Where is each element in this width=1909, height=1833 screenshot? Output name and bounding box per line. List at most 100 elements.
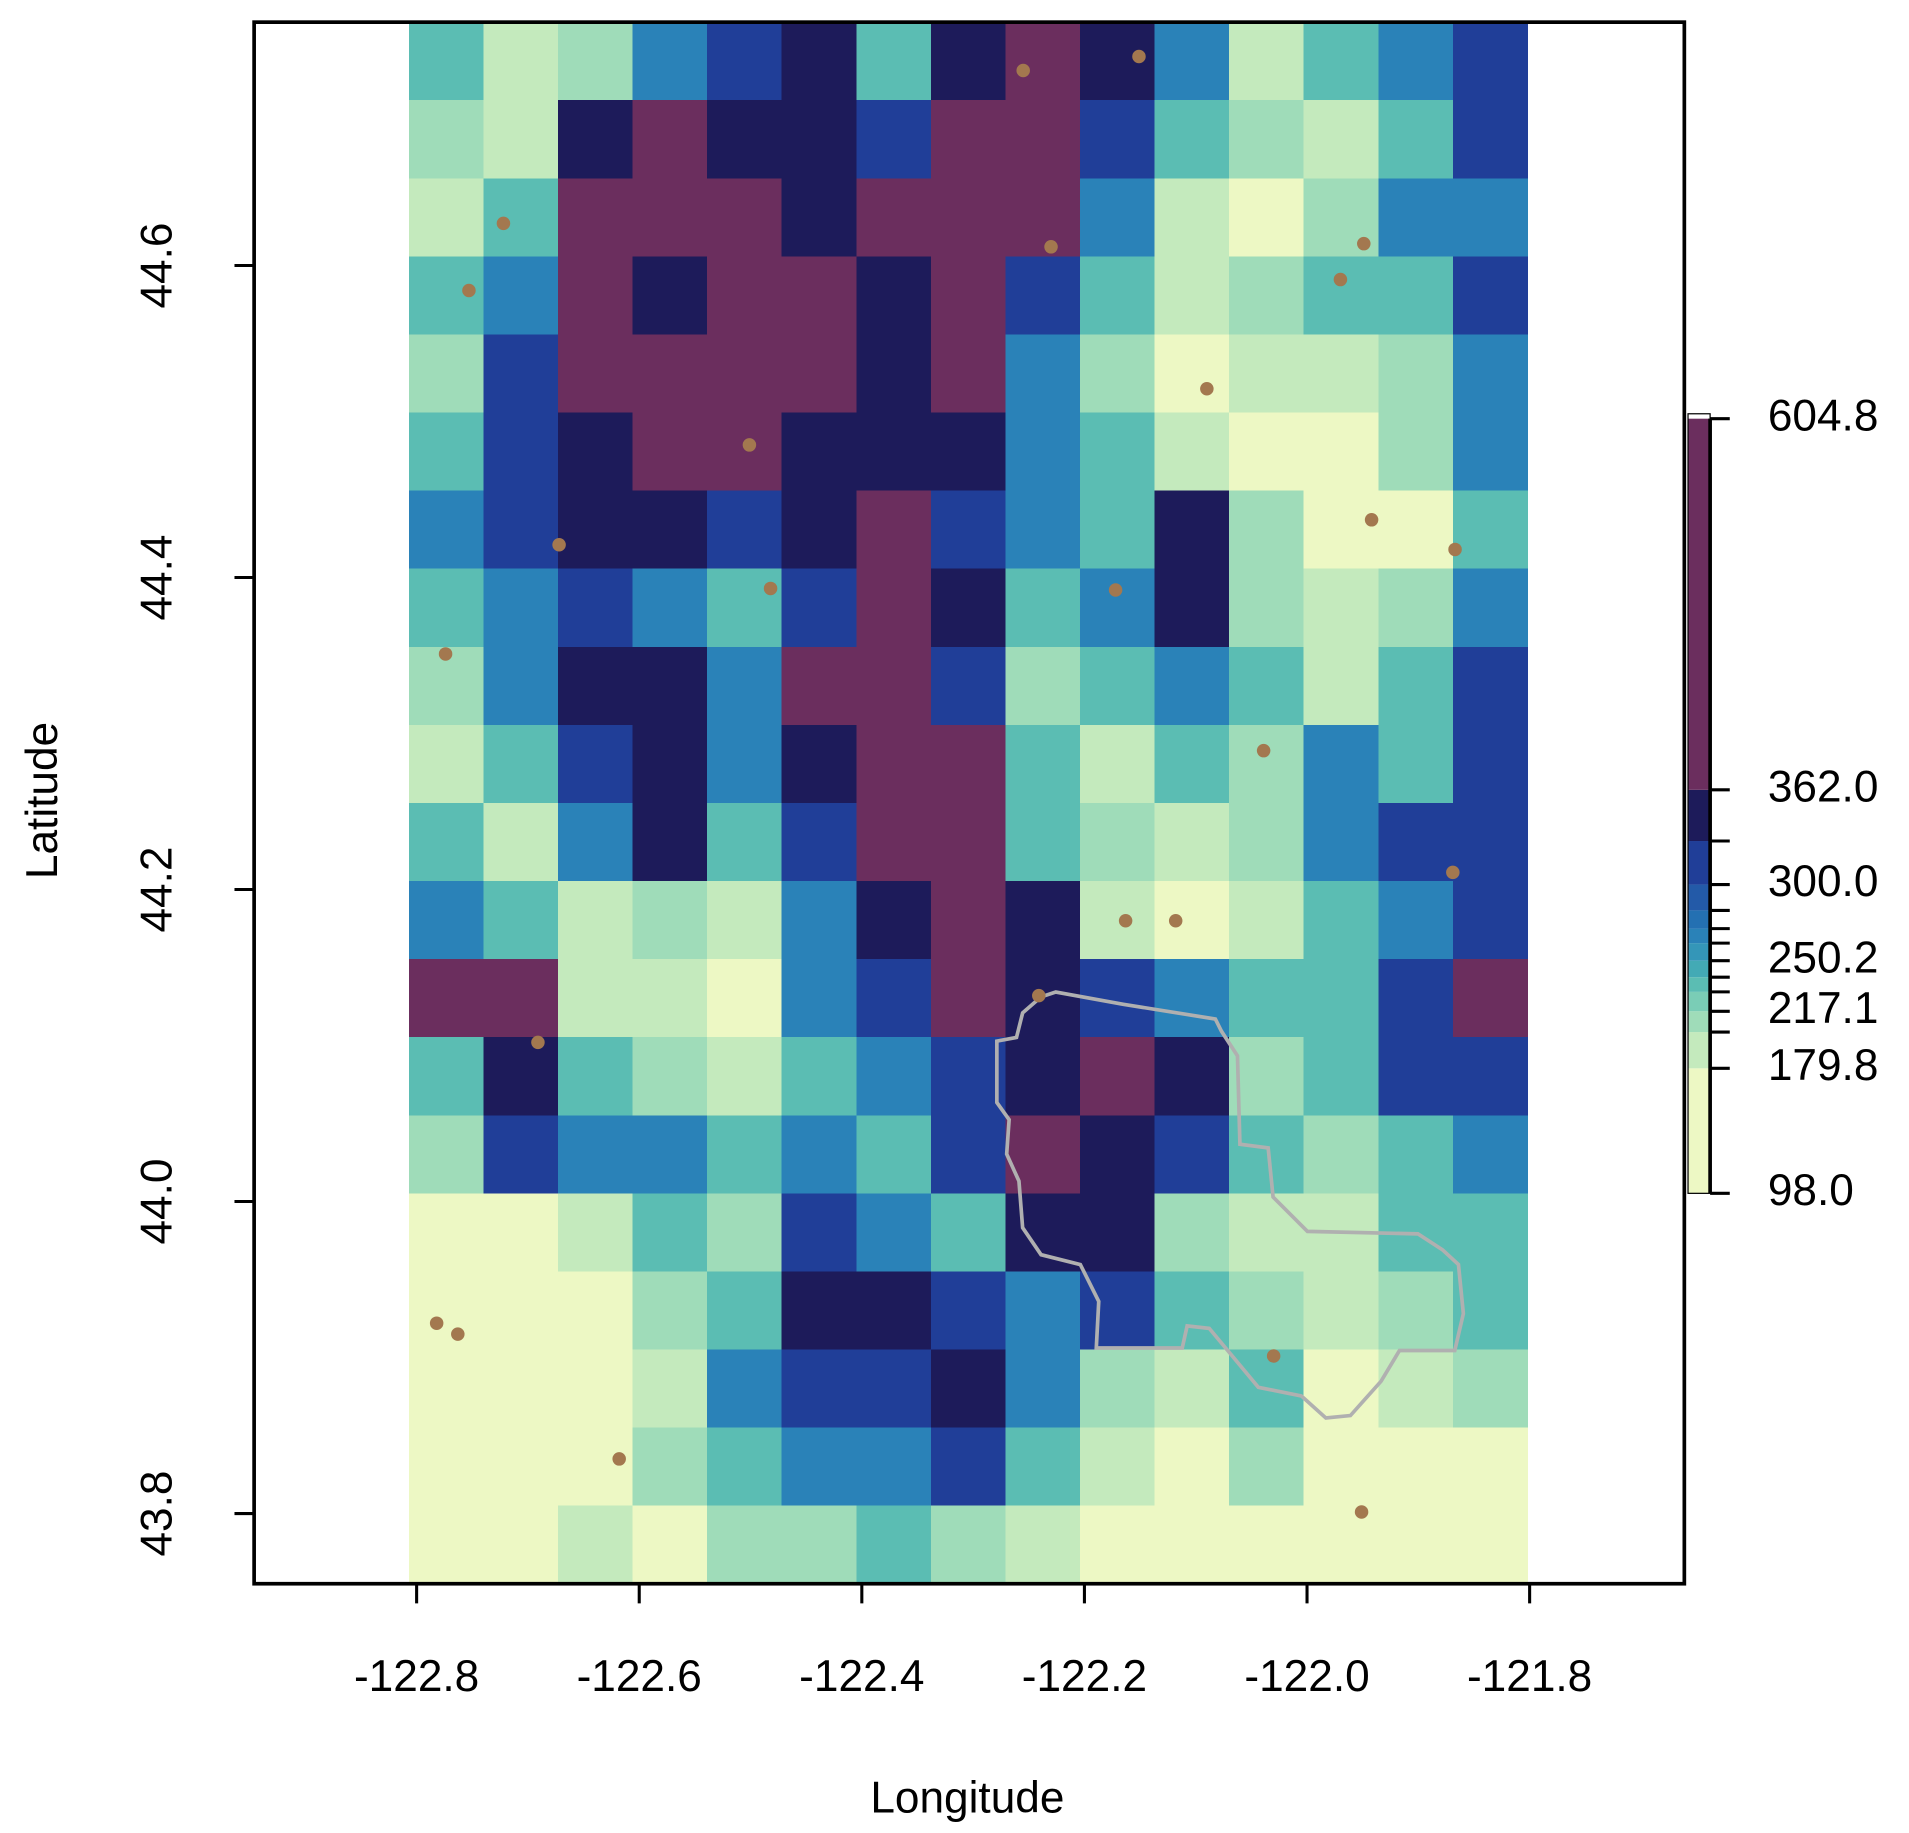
station-point: [742, 438, 757, 452]
raster-cell: [1452, 568, 1529, 648]
raster-cell: [1303, 256, 1379, 336]
raster-cell: [1452, 881, 1529, 960]
raster-cell: [632, 256, 708, 336]
raster-cell: [1154, 1427, 1230, 1507]
colorbar-tick-label: 250.2: [1768, 933, 1879, 982]
raster-cell: [408, 1193, 485, 1273]
raster-cell: [557, 724, 634, 804]
raster-cell: [1005, 100, 1081, 180]
raster-cell: [930, 724, 1007, 804]
raster-cell: [1378, 100, 1454, 180]
raster-cell: [1154, 490, 1230, 570]
raster-cell: [557, 646, 634, 726]
raster-cell: [707, 22, 783, 101]
raster-cell: [483, 568, 559, 648]
colorbar-bin: [1688, 943, 1711, 961]
raster-cell: [1229, 490, 1305, 570]
raster-cell: [930, 802, 1007, 882]
raster-cell: [1079, 1271, 1156, 1351]
raster-cell: [1303, 724, 1379, 804]
raster-cell: [856, 178, 932, 258]
raster-cell: [856, 1193, 932, 1273]
plot-frame: [252, 20, 1687, 1586]
colorbar-bin: [1688, 910, 1711, 929]
x-tick-label: -121.8: [1467, 1652, 1592, 1701]
raster-cell: [1005, 490, 1081, 570]
raster-cell: [1154, 881, 1230, 960]
y-tick-label: 44.2: [132, 847, 181, 933]
raster-cell: [707, 412, 783, 492]
raster-cell: [781, 568, 857, 648]
raster-cell: [1079, 334, 1156, 414]
raster-cell: [1154, 1505, 1230, 1585]
raster-cell: [1154, 724, 1230, 804]
raster-cell: [781, 1193, 857, 1273]
colorbar-bin: [1688, 1011, 1711, 1033]
raster-cell: [1303, 1115, 1379, 1195]
raster-cell: [1229, 334, 1305, 414]
raster-cell: [632, 1115, 708, 1195]
station-point: [1357, 236, 1371, 251]
raster-cell: [408, 1115, 485, 1195]
raster-cell: [781, 1505, 857, 1585]
raster-cell: [707, 1193, 783, 1273]
raster-cell: [781, 1271, 857, 1351]
raster-cell: [856, 724, 932, 804]
raster-cell: [1452, 334, 1529, 414]
raster-cell: [1154, 802, 1230, 882]
raster-cell: [632, 568, 708, 648]
raster-cell: [557, 256, 634, 336]
colorbar-bin: [1688, 789, 1711, 842]
raster-cell: [483, 1349, 559, 1429]
colorbar-bin: [1688, 1032, 1711, 1069]
raster-cell: [1452, 100, 1529, 180]
raster-cell: [1079, 178, 1156, 258]
raster-cell: [1303, 802, 1379, 882]
raster-cell: [707, 568, 783, 648]
raster-cell: [856, 1271, 932, 1351]
station-point: [1168, 913, 1183, 928]
station-point: [1032, 988, 1046, 1003]
axes: -122.8 -122.6 -122.4 -122.2 -122.0 -121.8 43.8…: [132, 223, 1592, 1702]
raster-cell: [856, 1427, 932, 1507]
raster-cell: [483, 334, 559, 414]
y-tick-label: 43.8: [132, 1471, 181, 1557]
raster-cell: [707, 1115, 783, 1195]
raster-cell: [856, 646, 932, 726]
raster-cell: [1378, 412, 1454, 492]
raster-cell: [483, 412, 559, 492]
raster-cell: [1452, 1271, 1529, 1351]
station-point: [1016, 63, 1030, 78]
colorbar-tick-label: 179.8: [1768, 1041, 1879, 1090]
colorbar-tick-label: 98.0: [1768, 1166, 1854, 1215]
raster-cell: [1005, 568, 1081, 648]
raster-cell: [1303, 1271, 1379, 1351]
raster-cell: [930, 1115, 1007, 1195]
raster-cell: [1229, 1193, 1305, 1273]
raster-cell: [1079, 1115, 1156, 1195]
raster-cell: [1452, 1193, 1529, 1273]
raster-cell: [557, 1115, 634, 1195]
raster-cell: [707, 178, 783, 258]
raster-cell: [1154, 1115, 1230, 1195]
x-tick-label: -122.8: [354, 1652, 479, 1701]
raster-cell: [1154, 100, 1230, 180]
raster-cell: [1378, 802, 1454, 882]
raster-cell: [1378, 646, 1454, 726]
raster-cell: [930, 568, 1007, 648]
raster-cell: [1452, 490, 1529, 570]
raster-cell: [1079, 1427, 1156, 1507]
raster-cell: [1452, 802, 1529, 882]
colorbar-bin: [1688, 928, 1711, 944]
colorbar-bin: [1688, 884, 1711, 911]
raster-cell: [557, 1193, 634, 1273]
raster-cell: [1303, 412, 1379, 492]
station-point: [1044, 240, 1058, 254]
raster-cell: [1229, 959, 1305, 1038]
raster-cell: [707, 1271, 783, 1351]
raster-cell: [1154, 178, 1230, 258]
station-point: [1354, 1505, 1369, 1519]
